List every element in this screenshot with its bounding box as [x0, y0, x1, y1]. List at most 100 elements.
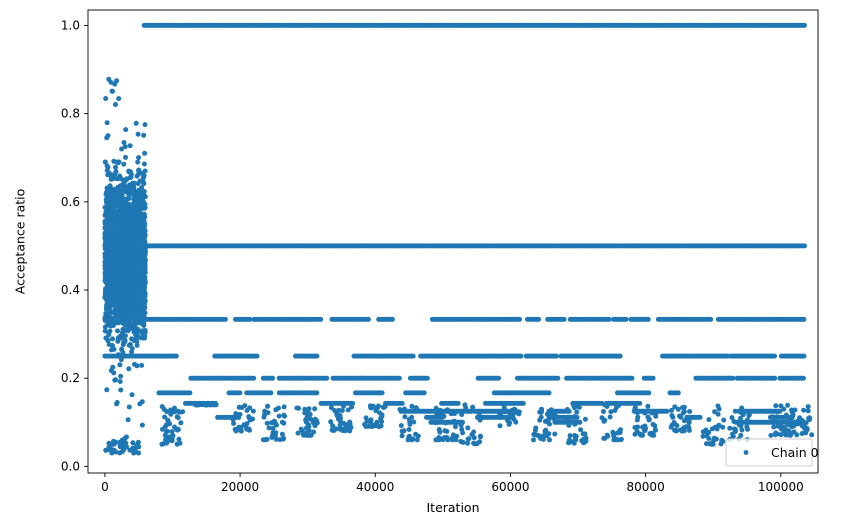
data-point: [498, 411, 503, 417]
data-point: [561, 316, 567, 322]
data-point: [414, 437, 420, 443]
data-point: [768, 432, 774, 438]
data-point: [645, 403, 651, 409]
data-point: [478, 434, 483, 440]
data-points: [102, 22, 815, 456]
data-point: [174, 441, 180, 447]
data-point: [379, 413, 385, 419]
data-point: [275, 405, 281, 411]
data-point: [795, 418, 801, 424]
data-point: [497, 423, 503, 429]
data-point: [458, 422, 464, 428]
data-point: [306, 406, 312, 412]
data-point: [477, 417, 483, 422]
data-point: [783, 412, 789, 418]
data-point: [675, 390, 681, 396]
data-point: [580, 431, 586, 437]
data-point: [365, 316, 371, 322]
data-point: [608, 409, 614, 415]
data-point: [303, 419, 309, 425]
data-point: [399, 400, 405, 406]
data-point: [281, 412, 287, 418]
data-point: [708, 316, 714, 322]
data-point: [269, 435, 275, 440]
data-point: [368, 420, 374, 426]
data-point: [547, 421, 552, 427]
data-point: [233, 411, 239, 417]
data-point: [646, 390, 652, 396]
data-point: [175, 408, 181, 414]
data-point: [720, 438, 726, 444]
data-point: [720, 424, 726, 430]
data-point: [802, 243, 807, 249]
data-point: [187, 390, 193, 396]
data-point: [382, 403, 388, 409]
data-point: [168, 411, 174, 417]
data-point: [776, 420, 782, 426]
data-point: [349, 404, 355, 410]
data-point: [238, 428, 244, 434]
data-point: [581, 440, 586, 446]
data-point: [801, 407, 807, 413]
data-point: [639, 432, 645, 438]
data-point: [178, 420, 184, 426]
data-point: [804, 427, 810, 433]
data-point: [376, 424, 382, 430]
data-point: [801, 316, 807, 322]
data-point: [231, 421, 237, 426]
data-point: [162, 414, 168, 420]
data-point: [120, 206, 126, 212]
data-point: [345, 423, 351, 429]
data-point: [668, 424, 674, 430]
data-point: [571, 414, 577, 420]
data-point: [582, 416, 588, 422]
data-point: [712, 424, 718, 430]
data-point: [583, 435, 589, 441]
data-point: [237, 390, 243, 396]
data-point: [716, 422, 722, 428]
data-point: [271, 418, 277, 424]
data-point: [572, 421, 578, 427]
data-point: [546, 431, 552, 437]
data-point: [302, 406, 308, 412]
data-point: [399, 433, 405, 439]
data-point: [341, 403, 346, 409]
data-point: [531, 437, 536, 443]
data-point: [129, 346, 135, 351]
data-point: [537, 417, 543, 423]
data-point: [771, 424, 777, 430]
data-point: [601, 409, 606, 414]
data-point: [234, 427, 239, 433]
data-point: [247, 316, 253, 322]
data-point: [617, 427, 623, 433]
data-point: [339, 408, 345, 413]
data-point: [536, 316, 542, 322]
data-point: [230, 417, 236, 423]
data-point: [405, 437, 411, 443]
data-point: [799, 418, 805, 423]
data-point: [729, 415, 735, 421]
data-point: [280, 436, 286, 442]
data-point: [623, 316, 629, 322]
data-point: [604, 432, 610, 438]
data-point: [686, 420, 692, 426]
data-point: [441, 413, 447, 419]
data-point: [772, 353, 778, 359]
data-point: [273, 436, 279, 442]
data-point: [213, 402, 219, 408]
data-point: [506, 421, 512, 427]
data-point: [268, 390, 274, 396]
data-point: [645, 414, 651, 420]
data-point: [437, 429, 443, 435]
data-point: [675, 406, 681, 412]
data-point: [715, 403, 721, 409]
data-point: [171, 409, 177, 415]
data-point: [510, 412, 516, 418]
data-point: [669, 407, 674, 413]
data-point: [347, 428, 353, 434]
data-point: [397, 407, 403, 412]
data-point: [680, 410, 686, 416]
data-point: [650, 421, 656, 427]
data-point: [805, 408, 811, 414]
